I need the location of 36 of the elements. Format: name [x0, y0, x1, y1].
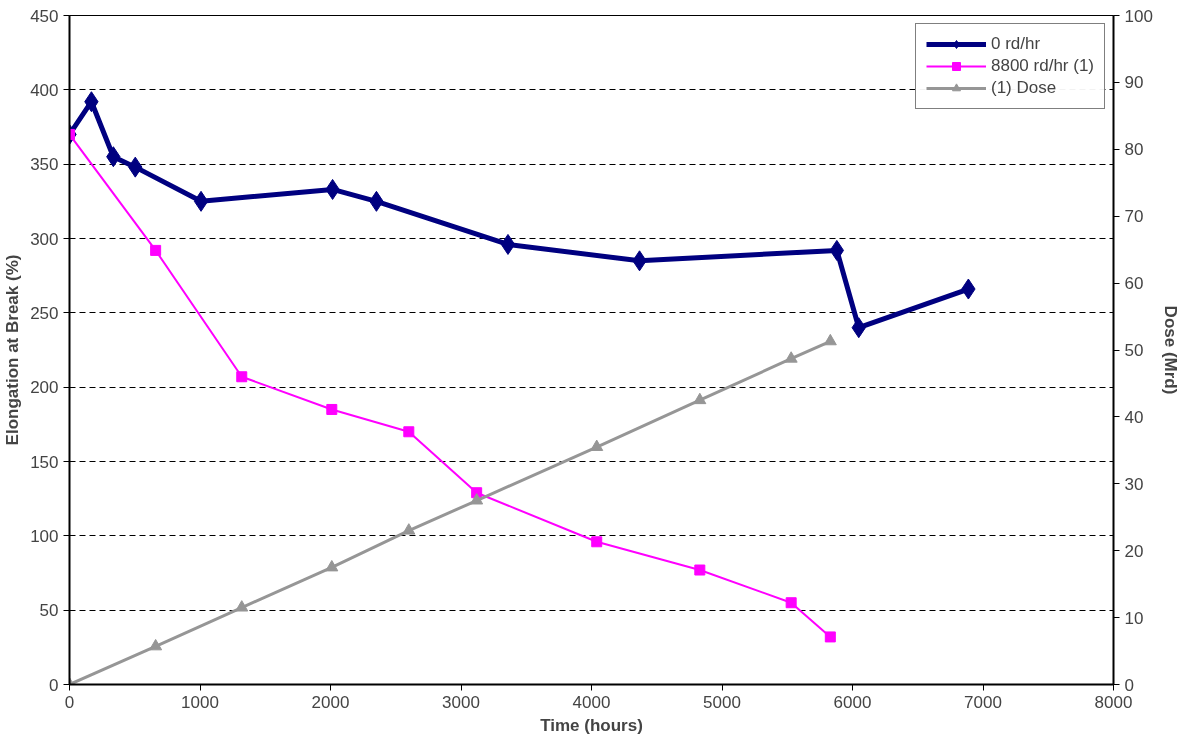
y-tick-label: 0 — [49, 675, 59, 695]
x-axis-title: Time (hours) — [540, 715, 643, 735]
x-tick-label: 7000 — [964, 692, 1002, 712]
y2-tick-label: 90 — [1124, 73, 1144, 93]
y-tick-label: 50 — [39, 601, 59, 621]
x-tick-label: 4000 — [572, 692, 611, 712]
x-tick-label: 5000 — [703, 692, 741, 712]
y2-tick-label: 60 — [1124, 274, 1144, 294]
y2-axis-title: Dose (Mrd) — [1160, 305, 1180, 395]
y2-tick-label: 100 — [1124, 6, 1153, 26]
y2-tick-label: 80 — [1124, 140, 1144, 160]
y-tick-label: 150 — [30, 452, 59, 472]
x-tick-label: 8000 — [1094, 692, 1133, 712]
y-tick-label: 250 — [30, 303, 59, 323]
x-tick-label: 0 — [64, 692, 75, 712]
x-tick-label: 2000 — [311, 692, 350, 712]
y-tick-label: 350 — [30, 155, 59, 175]
y2-tick-label: 40 — [1124, 407, 1144, 427]
y2-tick-label: 30 — [1124, 474, 1144, 494]
x-tick-label: 3000 — [442, 692, 480, 712]
legend-label: (1) Dose — [991, 78, 1057, 98]
y-tick-label: 300 — [30, 229, 59, 249]
y2-tick-label: 10 — [1124, 608, 1144, 628]
y-tick-label: 100 — [30, 526, 59, 546]
legend-label: 8800 rd/hr (1) — [991, 56, 1094, 76]
y2-tick-label: 50 — [1124, 341, 1144, 360]
y2-tick-label: 70 — [1124, 207, 1144, 227]
y-tick-label: 200 — [30, 378, 59, 398]
y2-tick-label: 0 — [1124, 675, 1134, 695]
legend-label: 0 rd/hr — [991, 34, 1041, 54]
x-tick-label: 1000 — [181, 692, 219, 712]
y2-tick-label: 20 — [1124, 541, 1144, 561]
y-tick-label: 450 — [30, 6, 59, 26]
y-tick-label: 400 — [30, 80, 59, 100]
y-axis-title: Elongation at Break (%) — [3, 254, 23, 446]
x-tick-label: 6000 — [833, 692, 872, 712]
